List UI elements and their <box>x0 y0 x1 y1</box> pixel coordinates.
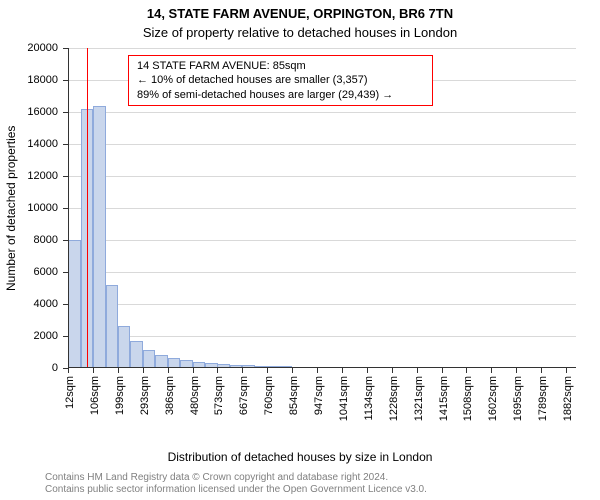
y-tick-mark <box>63 144 68 145</box>
grid-line <box>68 240 576 241</box>
grid-line <box>68 112 576 113</box>
y-tick-mark <box>63 80 68 81</box>
x-tick-mark <box>292 368 293 373</box>
grid-line <box>68 176 576 177</box>
x-tick-label: 1789sqm <box>537 376 549 421</box>
x-tick-label: 1508sqm <box>462 376 474 421</box>
y-tick-mark <box>63 208 68 209</box>
y-tick-mark <box>63 48 68 49</box>
x-tick-mark <box>516 368 517 373</box>
y-axis-line <box>68 48 69 368</box>
x-tick-mark <box>143 368 144 373</box>
x-tick-label: 1134sqm <box>363 376 375 420</box>
y-tick-label: 16000 <box>0 106 58 118</box>
x-tick-mark <box>491 368 492 373</box>
info-line-size: 14 STATE FARM AVENUE: 85sqm <box>137 59 424 73</box>
x-tick-mark <box>541 368 542 373</box>
x-tick-label: 1882sqm <box>562 376 574 421</box>
plot-area: 14 STATE FARM AVENUE: 85sqm ← 10% of det… <box>68 48 576 368</box>
x-tick-mark <box>118 368 119 373</box>
info-line-smaller: ← 10% of detached houses are smaller (3,… <box>137 73 424 87</box>
grid-line <box>68 208 576 209</box>
grid-line <box>68 48 576 49</box>
property-info-box: 14 STATE FARM AVENUE: 85sqm ← 10% of det… <box>128 55 433 106</box>
x-tick-mark <box>93 368 94 373</box>
y-tick-mark <box>63 112 68 113</box>
x-tick-label: 1695sqm <box>512 376 524 421</box>
x-tick-mark <box>342 368 343 373</box>
x-tick-label: 12sqm <box>64 376 76 409</box>
grid-line <box>68 304 576 305</box>
y-tick-label: 4000 <box>0 298 58 310</box>
chart-title-main: 14, STATE FARM AVENUE, ORPINGTON, BR6 7T… <box>0 6 600 21</box>
x-tick-mark <box>193 368 194 373</box>
chart-title-sub: Size of property relative to detached ho… <box>0 25 600 40</box>
x-tick-label: 854sqm <box>288 376 300 415</box>
y-tick-label: 8000 <box>0 234 58 246</box>
y-tick-mark <box>63 176 68 177</box>
x-tick-mark <box>392 368 393 373</box>
y-tick-mark <box>63 240 68 241</box>
x-tick-mark <box>367 368 368 373</box>
x-tick-mark <box>317 368 318 373</box>
histogram-bar <box>118 326 131 368</box>
histogram-bar <box>106 285 119 368</box>
y-tick-label: 18000 <box>0 74 58 86</box>
x-tick-label: 1041sqm <box>338 376 350 421</box>
x-tick-mark <box>417 368 418 373</box>
histogram-bar <box>93 106 106 368</box>
x-tick-label: 667sqm <box>238 376 250 415</box>
grid-line <box>68 144 576 145</box>
y-tick-mark <box>63 336 68 337</box>
histogram-bar <box>143 350 156 368</box>
x-axis-label: Distribution of detached houses by size … <box>0 450 600 464</box>
x-tick-mark <box>217 368 218 373</box>
x-tick-label: 573sqm <box>213 376 225 415</box>
attribution-line-1: Contains HM Land Registry data © Crown c… <box>45 472 585 484</box>
x-tick-label: 1228sqm <box>388 376 400 421</box>
x-tick-label: 386sqm <box>164 376 176 415</box>
x-tick-label: 106sqm <box>89 376 101 415</box>
y-tick-label: 10000 <box>0 202 58 214</box>
attribution-line-2: Contains public sector information licen… <box>45 484 585 496</box>
property-marker-line <box>87 48 88 368</box>
grid-line <box>68 272 576 273</box>
histogram-bar <box>68 240 81 368</box>
x-tick-label: 1321sqm <box>413 376 425 421</box>
info-line-larger: 89% of semi-detached houses are larger (… <box>137 88 424 102</box>
x-tick-label: 760sqm <box>263 376 275 415</box>
y-tick-label: 20000 <box>0 42 58 54</box>
x-tick-label: 947sqm <box>313 376 325 415</box>
x-tick-mark <box>442 368 443 373</box>
y-tick-mark <box>63 272 68 273</box>
x-tick-mark <box>242 368 243 373</box>
x-tick-label: 199sqm <box>114 376 126 415</box>
y-tick-mark <box>63 304 68 305</box>
grid-line <box>68 336 576 337</box>
x-tick-mark <box>466 368 467 373</box>
y-tick-label: 2000 <box>0 330 58 342</box>
histogram-bar <box>130 341 143 368</box>
x-tick-label: 1602sqm <box>487 376 499 421</box>
x-tick-mark <box>168 368 169 373</box>
y-tick-label: 14000 <box>0 138 58 150</box>
x-tick-mark <box>68 368 69 373</box>
chart-container: 14, STATE FARM AVENUE, ORPINGTON, BR6 7T… <box>0 0 600 500</box>
x-tick-label: 480sqm <box>189 376 201 415</box>
x-tick-mark <box>267 368 268 373</box>
y-tick-label: 12000 <box>0 170 58 182</box>
x-tick-label: 293sqm <box>139 376 151 415</box>
x-tick-label: 1415sqm <box>438 376 450 421</box>
x-axis-line <box>68 367 576 368</box>
y-tick-label: 6000 <box>0 266 58 278</box>
y-tick-label: 0 <box>0 362 58 374</box>
attribution-block: Contains HM Land Registry data © Crown c… <box>45 472 585 496</box>
x-tick-mark <box>566 368 567 373</box>
